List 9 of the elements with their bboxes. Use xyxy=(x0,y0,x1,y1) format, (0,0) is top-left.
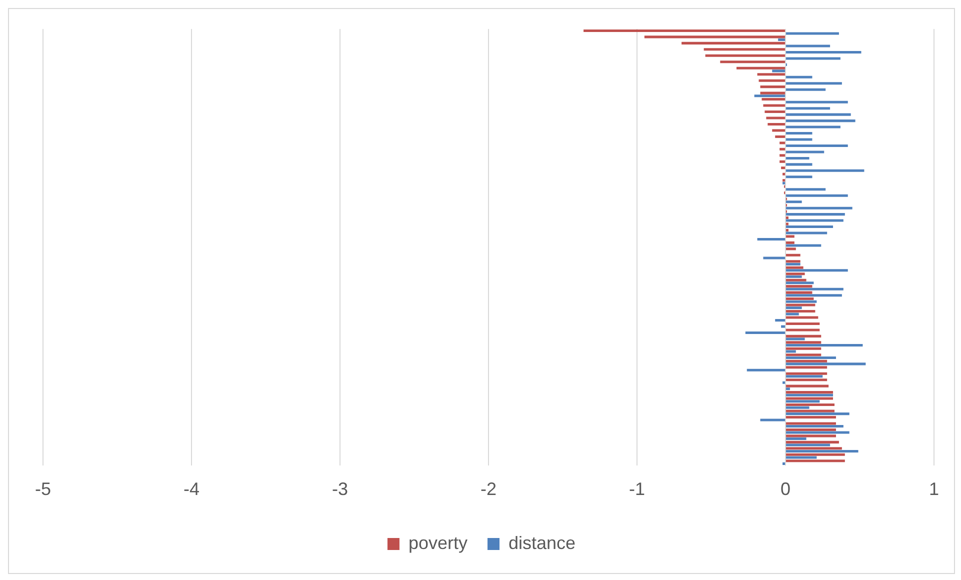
x-tick-label: 0 xyxy=(780,479,791,500)
x-tick-label: -2 xyxy=(480,479,497,500)
legend-label: poverty xyxy=(408,532,468,553)
x-tick-label: -1 xyxy=(628,479,646,500)
x-tick-label: 1 xyxy=(928,479,940,500)
x-tick-label: -5 xyxy=(34,479,52,500)
x-tick-label: -4 xyxy=(183,479,200,500)
legend-label: distance xyxy=(508,532,576,553)
x-tick-label: -3 xyxy=(332,479,348,500)
